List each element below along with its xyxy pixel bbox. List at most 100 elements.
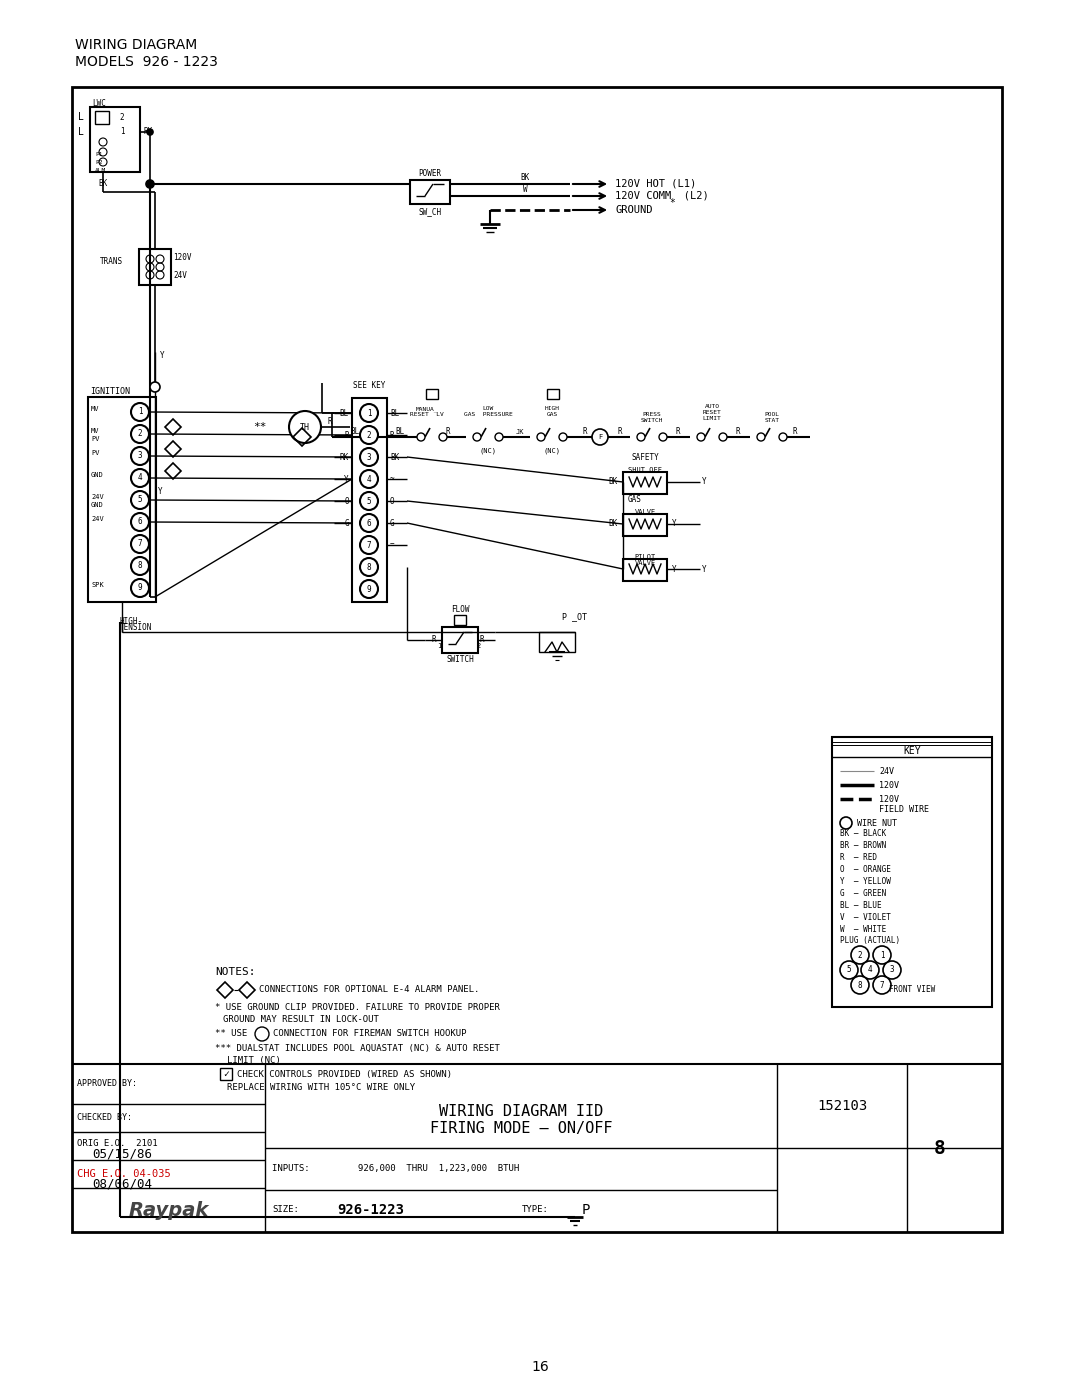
- Circle shape: [131, 469, 149, 488]
- Circle shape: [417, 433, 426, 441]
- Text: SW_CH: SW_CH: [418, 208, 442, 217]
- Text: 6: 6: [137, 517, 143, 527]
- Text: SWITCH: SWITCH: [446, 655, 474, 665]
- Text: CHECK CONTROLS PROVIDED (WIRED AS SHOWN): CHECK CONTROLS PROVIDED (WIRED AS SHOWN): [237, 1070, 453, 1078]
- Bar: [454, 615, 465, 624]
- Text: R  – RED: R – RED: [840, 852, 877, 862]
- Text: TRANS: TRANS: [100, 257, 123, 267]
- Text: PV: PV: [91, 436, 99, 441]
- Bar: [90, 108, 140, 172]
- Circle shape: [360, 469, 378, 488]
- Text: R: R: [480, 634, 485, 644]
- Text: P2: P2: [95, 159, 103, 165]
- Text: G  – GREEN: G – GREEN: [840, 888, 887, 897]
- Text: RK: RK: [340, 453, 349, 461]
- Circle shape: [637, 433, 645, 441]
- Text: Y: Y: [160, 351, 164, 359]
- Circle shape: [360, 536, 378, 555]
- Bar: [832, 738, 993, 1007]
- Text: Y: Y: [158, 488, 163, 496]
- Bar: [220, 1067, 232, 1080]
- Circle shape: [779, 433, 787, 441]
- Text: GROUND: GROUND: [615, 205, 652, 215]
- Text: PV: PV: [91, 450, 99, 455]
- Text: 8: 8: [137, 562, 143, 570]
- Text: KEY: KEY: [903, 746, 921, 756]
- Text: 2: 2: [137, 429, 143, 439]
- Circle shape: [559, 433, 567, 441]
- Text: GND: GND: [91, 472, 104, 478]
- Text: BK: BK: [390, 453, 400, 461]
- Circle shape: [131, 402, 149, 420]
- Text: MODELS  926 - 1223: MODELS 926 - 1223: [75, 54, 218, 68]
- Text: POOL: POOL: [765, 412, 780, 418]
- Text: 08/06/04: 08/06/04: [92, 1178, 152, 1190]
- Text: LWC: LWC: [92, 99, 106, 109]
- Text: SHUT OFF: SHUT OFF: [627, 467, 662, 474]
- Text: HIGH-: HIGH-: [120, 617, 144, 626]
- Text: G: G: [345, 518, 349, 528]
- Text: WIRING DIAGRAM IID: WIRING DIAGRAM IID: [438, 1105, 603, 1119]
- Text: GAS: GAS: [629, 495, 642, 503]
- Text: 7: 7: [880, 981, 885, 989]
- Text: GND: GND: [91, 502, 104, 509]
- Circle shape: [99, 148, 107, 156]
- Text: R: R: [446, 427, 450, 436]
- Bar: [139, 249, 171, 285]
- Text: O: O: [345, 496, 349, 506]
- Text: APPROVED BY:: APPROVED BY:: [77, 1080, 137, 1088]
- Circle shape: [131, 425, 149, 443]
- Circle shape: [697, 433, 705, 441]
- Text: BL: BL: [340, 408, 349, 418]
- Circle shape: [840, 961, 858, 979]
- Text: O  – ORANGE: O – ORANGE: [840, 865, 891, 873]
- Circle shape: [851, 977, 869, 995]
- Text: W: W: [523, 184, 527, 194]
- Text: SWITCH: SWITCH: [640, 419, 663, 423]
- Text: MV: MV: [91, 407, 99, 412]
- Text: BK: BK: [609, 520, 618, 528]
- Text: Y: Y: [345, 475, 349, 483]
- Text: 9: 9: [137, 584, 143, 592]
- Text: ORIG E.O.  2101: ORIG E.O. 2101: [77, 1139, 158, 1147]
- Text: O: O: [390, 496, 394, 506]
- Text: BK – BLACK: BK – BLACK: [840, 828, 887, 837]
- Text: Y: Y: [702, 564, 706, 574]
- Text: 1: 1: [137, 408, 143, 416]
- Text: REPLACE WIRING WITH 105°C WIRE ONLY: REPLACE WIRING WITH 105°C WIRE ONLY: [227, 1084, 415, 1092]
- Bar: [426, 388, 438, 400]
- Text: RESET: RESET: [703, 411, 721, 415]
- Text: 2: 2: [476, 643, 481, 650]
- Text: PILOT: PILOT: [634, 555, 656, 560]
- Circle shape: [757, 433, 765, 441]
- Text: SAFETY: SAFETY: [631, 453, 659, 461]
- Text: 4: 4: [867, 965, 873, 975]
- Circle shape: [495, 433, 503, 441]
- Text: CHECKED BY:: CHECKED BY:: [77, 1113, 132, 1123]
- Text: 24V: 24V: [879, 767, 894, 775]
- Text: R: R: [345, 430, 349, 440]
- Text: R: R: [327, 418, 333, 426]
- Text: 1: 1: [367, 408, 372, 418]
- Text: F: F: [598, 434, 603, 440]
- Text: 7: 7: [137, 539, 143, 549]
- Text: WIRING DIAGRAM: WIRING DIAGRAM: [75, 38, 198, 52]
- Text: Y: Y: [672, 564, 677, 574]
- Circle shape: [360, 580, 378, 598]
- Text: 7: 7: [367, 541, 372, 549]
- Bar: [546, 388, 559, 400]
- Text: BL: BL: [390, 408, 400, 418]
- Text: 5: 5: [847, 965, 851, 975]
- Text: 120V COMM  (L2): 120V COMM (L2): [615, 191, 708, 201]
- Text: W  – WHITE: W – WHITE: [840, 925, 887, 933]
- Text: 8: 8: [934, 1139, 946, 1158]
- Text: 1: 1: [880, 950, 885, 960]
- Text: BK: BK: [609, 478, 618, 486]
- Circle shape: [719, 433, 727, 441]
- Text: RESET  LV: RESET LV: [410, 412, 444, 418]
- Text: 120V HOT (L1): 120V HOT (L1): [615, 179, 697, 189]
- Text: GAS: GAS: [546, 412, 557, 418]
- Text: 5: 5: [367, 496, 372, 506]
- Circle shape: [147, 129, 153, 136]
- Text: INPUTS:         926,000  THRU  1,223,000  BTUH: INPUTS: 926,000 THRU 1,223,000 BTUH: [272, 1165, 519, 1173]
